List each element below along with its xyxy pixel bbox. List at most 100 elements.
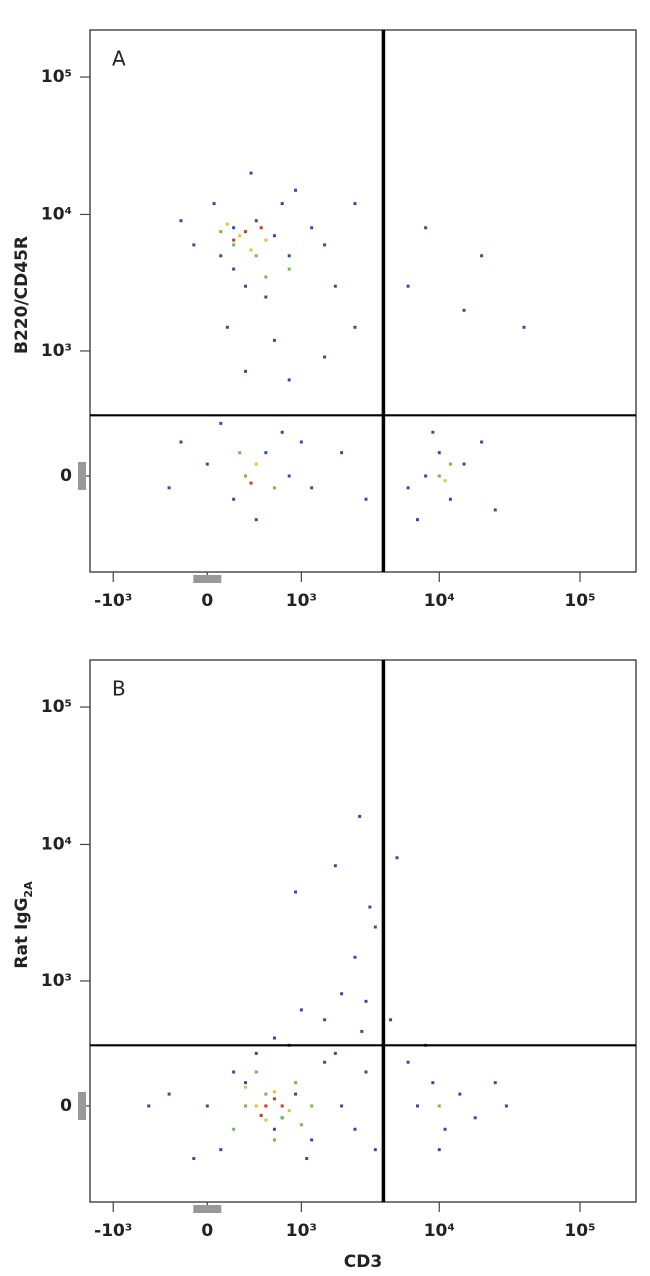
y-axis-label-sub: 2A — [22, 881, 35, 898]
zero-marker-y — [78, 1091, 86, 1120]
point — [448, 497, 452, 501]
point — [373, 925, 377, 929]
point — [264, 295, 268, 299]
point — [232, 1070, 236, 1074]
point — [249, 171, 253, 175]
point — [232, 226, 236, 230]
point — [310, 486, 314, 490]
point — [219, 230, 223, 234]
point — [225, 325, 229, 329]
point — [415, 1104, 419, 1108]
point — [219, 421, 223, 425]
point — [272, 1036, 276, 1040]
point — [443, 1127, 447, 1131]
point — [294, 1081, 298, 1085]
point — [244, 369, 248, 373]
point — [353, 1127, 357, 1131]
point — [272, 1138, 276, 1142]
zero-marker-x — [193, 575, 222, 583]
point — [232, 1127, 236, 1131]
point — [179, 219, 183, 223]
zero-marker-y — [78, 461, 86, 490]
point — [364, 497, 368, 501]
point — [473, 1116, 477, 1120]
point — [205, 462, 209, 466]
point — [287, 1109, 291, 1113]
point — [333, 1051, 337, 1055]
x-tick-label: 10⁴ — [424, 1221, 455, 1241]
point — [323, 355, 327, 359]
point — [244, 474, 248, 478]
point — [249, 481, 253, 485]
x-tick-label: 10⁵ — [564, 1221, 595, 1241]
point — [264, 275, 268, 279]
y-tick-label: 0 — [60, 1096, 72, 1116]
point — [406, 284, 410, 288]
point — [299, 1123, 303, 1127]
point — [232, 497, 236, 501]
point — [167, 486, 171, 490]
point — [272, 486, 276, 490]
point — [287, 267, 291, 271]
point — [238, 234, 242, 238]
x-tick-label: 0 — [201, 591, 213, 611]
point — [437, 1104, 441, 1108]
point — [462, 308, 466, 312]
point — [406, 486, 410, 490]
point — [358, 814, 362, 818]
point — [323, 1018, 327, 1022]
y-axis-label: Rat IgG2A — [12, 881, 35, 969]
zero-marker-x — [193, 1205, 222, 1213]
point — [249, 248, 253, 252]
point — [244, 230, 248, 234]
point — [437, 1148, 441, 1152]
point — [340, 1104, 344, 1108]
y-axis-label-text: Rat IgG — [12, 898, 32, 969]
point — [272, 338, 276, 342]
y-tick-label: 10³ — [41, 971, 72, 991]
point — [294, 188, 298, 192]
plot-frame — [89, 29, 637, 573]
point — [212, 202, 216, 206]
point — [373, 1148, 377, 1152]
point — [254, 518, 258, 522]
x-axis-label: CD3 — [344, 1252, 382, 1272]
point — [294, 890, 298, 894]
point — [323, 1060, 327, 1064]
point — [254, 219, 258, 223]
point — [480, 440, 484, 444]
x-tick-label: 10⁴ — [424, 591, 455, 611]
point — [254, 1051, 258, 1055]
point — [360, 1029, 364, 1033]
point — [272, 1127, 276, 1131]
panel-letter: A — [112, 47, 126, 71]
point — [340, 451, 344, 455]
x-tick-label: 0 — [201, 1221, 213, 1241]
point — [232, 238, 236, 242]
x-tick-label: -10³ — [94, 591, 132, 611]
point — [431, 1081, 435, 1085]
point — [167, 1092, 171, 1096]
point — [458, 1092, 462, 1096]
point — [264, 238, 268, 242]
point — [310, 1138, 314, 1142]
point — [310, 1104, 314, 1108]
x-tick-label: 10³ — [286, 591, 317, 611]
plot-frame — [89, 659, 637, 1203]
point — [364, 1070, 368, 1074]
point — [244, 284, 248, 288]
y-tick-label: 10⁵ — [41, 697, 72, 717]
point — [272, 1097, 276, 1101]
point — [333, 284, 337, 288]
point — [272, 1090, 276, 1094]
point — [522, 325, 526, 329]
point — [353, 955, 357, 959]
y-tick-label: 10⁵ — [41, 67, 72, 87]
point — [340, 992, 344, 996]
y-tick-label: 10⁴ — [41, 834, 72, 854]
point — [294, 1092, 298, 1096]
point — [424, 226, 428, 230]
point — [448, 462, 452, 466]
y-tick-label: 0 — [60, 466, 72, 486]
